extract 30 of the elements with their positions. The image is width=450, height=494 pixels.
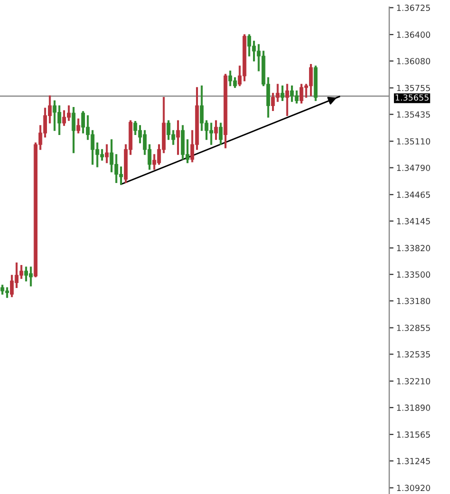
y-tick-label: 1.31565 bbox=[397, 431, 430, 438]
candlestick bbox=[72, 106, 76, 154]
ref-line-label: 1.35655 bbox=[396, 94, 429, 101]
candlestick bbox=[176, 120, 180, 155]
y-tick-label: 1.32855 bbox=[397, 324, 430, 332]
candlestick bbox=[218, 122, 223, 145]
candlestick bbox=[76, 118, 80, 134]
y-tick-label: 1.31245 bbox=[397, 458, 430, 464]
y-tick-label: 1.35110 bbox=[397, 138, 430, 145]
y-tick-label: 1.32535 bbox=[397, 351, 430, 358]
y-tick-label: 1.31890 bbox=[397, 404, 430, 411]
y-tick-label: 1.36400 bbox=[397, 32, 430, 38]
candlestick bbox=[285, 84, 290, 116]
y-tick-label: 1.33180 bbox=[397, 298, 430, 304]
candlestick bbox=[314, 66, 318, 102]
y-tick-label: 1.36080 bbox=[397, 58, 430, 64]
y-tick-label: 1.30920 bbox=[397, 484, 430, 492]
candlestick bbox=[214, 120, 218, 140]
candlestick bbox=[224, 74, 228, 148]
candlestick bbox=[280, 85, 284, 102]
y-tick-label: 1.34465 bbox=[397, 192, 430, 198]
y-tick-label: 1.33820 bbox=[397, 244, 430, 252]
y-tick-label: 1.32210 bbox=[397, 378, 430, 384]
y-tick-label: 1.35755 bbox=[397, 84, 430, 92]
y-tick-label: 1.34790 bbox=[397, 164, 430, 171]
y-tick-label: 1.33500 bbox=[397, 271, 430, 278]
y-tick-label: 1.35435 bbox=[397, 111, 430, 118]
candlestick bbox=[104, 144, 109, 164]
y-tick-label: 1.36725 bbox=[397, 4, 430, 11]
y-tick-label: 1.34145 bbox=[397, 218, 430, 224]
